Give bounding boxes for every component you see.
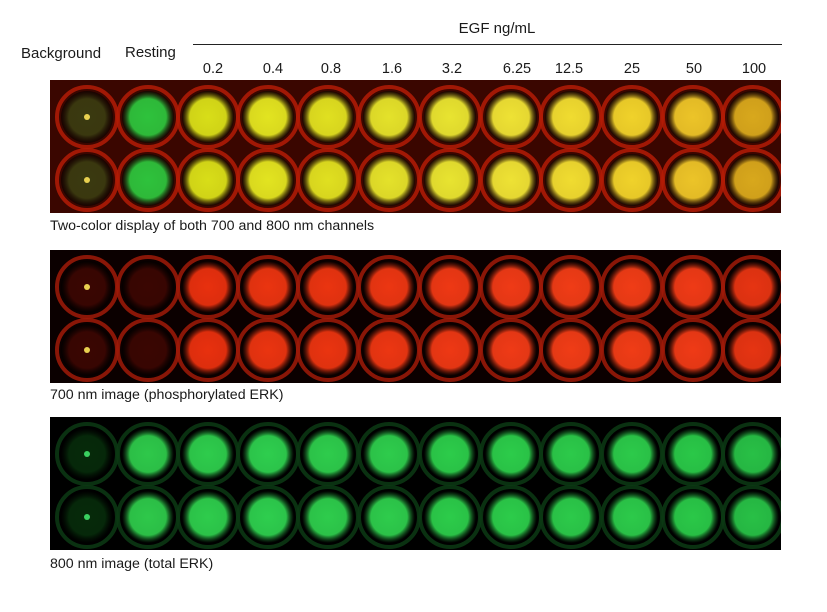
well-r2-c10 [606,324,658,376]
well-r2-c12 [727,491,779,543]
well-r1-c10 [606,261,658,313]
well-r2-c11 [667,154,719,206]
concentration-label: 0.4 [262,61,284,77]
resting-label: Resting [125,44,176,61]
well-r1-c9 [545,261,597,313]
well-rim [721,148,781,212]
well-r2-c12 [727,324,779,376]
well-r2-c5 [302,491,354,543]
well-r1-c3 [182,91,234,143]
concentration-label: 0.8 [320,61,342,77]
well-r1-c2 [122,91,174,143]
well-r2-c7 [424,491,476,543]
concentration-label: 3.2 [441,61,463,77]
well-r1-c6 [363,261,415,313]
well-r2-c2 [122,491,174,543]
well-r1-c9 [545,428,597,480]
concentration-label: 1.6 [381,61,403,77]
well-r1-c8 [485,261,537,313]
well-center-spot [84,114,90,120]
well-r2-c4 [242,154,294,206]
well-r2-c4 [242,491,294,543]
well-r2-c8 [485,324,537,376]
well-r1-c10 [606,428,658,480]
well-r2-c6 [363,324,415,376]
well-r2-c10 [606,154,658,206]
well-r2-c8 [485,154,537,206]
well-center-spot [84,451,90,457]
well-r1-c2 [122,428,174,480]
well-r2-c7 [424,154,476,206]
well-r2-c2 [122,154,174,206]
800nm-plate-image [50,417,781,550]
well-r1-c7 [424,261,476,313]
egf-title: EGF ng/mL [458,20,536,37]
egf-bracket-line [193,44,782,45]
well-r1-c12 [727,428,779,480]
concentration-label: 6.25 [502,61,532,77]
700nm-caption: 700 nm image (phosphorylated ERK) [50,387,284,403]
well-r2-c3 [182,154,234,206]
well-rim [721,422,781,486]
well-r2-c8 [485,491,537,543]
well-r1-c6 [363,428,415,480]
well-center-spot [84,514,90,520]
well-r1-c5 [302,91,354,143]
background-label: Background [21,45,102,62]
800nm-caption: 800 nm image (total ERK) [50,556,214,572]
well-center-spot [84,347,90,353]
well-r1-c3 [182,261,234,313]
well-r1-c11 [667,261,719,313]
concentration-label: 12.5 [554,61,584,77]
well-r1-c11 [667,91,719,143]
well-r1-c8 [485,428,537,480]
well-r2-c6 [363,491,415,543]
concentration-label: 50 [685,61,703,77]
well-r2-c9 [545,491,597,543]
well-r1-c12 [727,261,779,313]
well-r1-c2 [122,261,174,313]
well-r1-c4 [242,261,294,313]
well-r1-c7 [424,428,476,480]
well-rim [721,485,781,549]
well-r1-c9 [545,91,597,143]
well-r2-c5 [302,324,354,376]
well-r1-c6 [363,91,415,143]
well-r1-c8 [485,91,537,143]
well-center-spot [84,284,90,290]
well-rim [721,318,781,382]
well-rim [721,255,781,319]
well-r2-c10 [606,491,658,543]
well-r2-c11 [667,491,719,543]
well-r1-c10 [606,91,658,143]
well-r1-c4 [242,428,294,480]
well-rim [721,85,781,149]
well-r1-c7 [424,91,476,143]
well-r1-c5 [302,261,354,313]
well-r2-c6 [363,154,415,206]
well-r1-c11 [667,428,719,480]
well-r2-c3 [182,491,234,543]
concentration-label: 25 [623,61,641,77]
well-r2-c2 [122,324,174,376]
two-color-plate-image [50,80,781,213]
well-r2-c9 [545,154,597,206]
well-center-spot [84,177,90,183]
well-r1-c12 [727,91,779,143]
two-color-caption: Two-color display of both 700 and 800 nm… [50,218,375,234]
well-r1-c5 [302,428,354,480]
concentration-label: 0.2 [202,61,224,77]
well-r2-c9 [545,324,597,376]
well-r2-c4 [242,324,294,376]
concentration-label: 100 [741,61,767,77]
well-r2-c3 [182,324,234,376]
well-r2-c12 [727,154,779,206]
well-r1-c4 [242,91,294,143]
well-r2-c11 [667,324,719,376]
well-r1-c3 [182,428,234,480]
700nm-plate-image [50,250,781,383]
well-r2-c7 [424,324,476,376]
well-r2-c5 [302,154,354,206]
